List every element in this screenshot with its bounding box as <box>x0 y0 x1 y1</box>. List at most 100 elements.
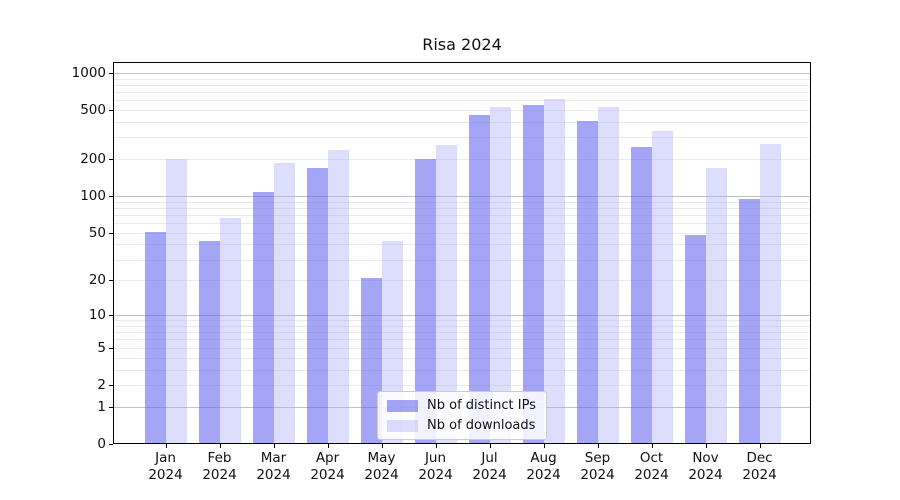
bar-distinct-ips-jul <box>468 114 490 444</box>
x-tick-mark <box>705 444 707 448</box>
x-tick-mark <box>489 444 491 448</box>
bar-distinct-ips-jun <box>414 159 436 444</box>
x-tick-label: Nov 2024 <box>676 450 736 484</box>
x-tick-label: Sep 2024 <box>568 450 628 484</box>
x-tick-mark <box>219 444 221 448</box>
bar-distinct-ips-jan <box>144 231 166 444</box>
gridline-minor <box>113 259 811 261</box>
x-tick-month: Nov <box>692 450 719 466</box>
bar-downloads-jul <box>489 106 511 444</box>
gridline-minor <box>113 339 811 341</box>
x-tick-month: May <box>367 450 396 466</box>
x-tick-year: 2024 <box>634 467 669 483</box>
y-tick-label: 100 <box>80 188 106 205</box>
gridline-minor <box>113 223 811 225</box>
x-tick-mark <box>435 444 437 448</box>
x-tick-month: Apr <box>315 450 340 466</box>
x-tick-mark <box>327 444 329 448</box>
y-tick-label: 20 <box>88 272 106 289</box>
x-tick-month: Mar <box>260 450 287 466</box>
chart-title: Risa 2024 <box>422 35 502 54</box>
y-tick-label: 50 <box>88 224 106 241</box>
bar-downloads-nov <box>705 167 727 444</box>
y-tick-mark <box>109 444 113 445</box>
gridline-minor <box>113 110 811 112</box>
x-tick-label: Dec 2024 <box>730 450 790 484</box>
gridline-major <box>113 72 811 74</box>
x-tick-year: 2024 <box>310 467 345 483</box>
gridline-minor <box>113 369 811 371</box>
y-tick-label: 200 <box>80 151 106 168</box>
x-tick-year: 2024 <box>364 467 399 483</box>
bar-downloads-jun <box>435 145 457 444</box>
x-tick-month: Oct <box>639 450 664 466</box>
x-tick-label: Apr 2024 <box>298 450 358 484</box>
bar-distinct-ips-mar <box>252 192 274 444</box>
bar-downloads-feb <box>219 218 241 444</box>
y-tick-mark <box>109 280 113 282</box>
x-tick-label: Jan 2024 <box>136 450 196 484</box>
y-tick-label: 2 <box>97 376 106 393</box>
x-tick-label: Feb 2024 <box>190 450 250 484</box>
gridline-minor <box>113 137 811 139</box>
x-tick-label: Jun 2024 <box>406 450 466 484</box>
legend: Nb of distinct IPs Nb of downloads <box>377 391 547 440</box>
gridline-minor <box>113 78 811 80</box>
x-tick-mark <box>759 444 761 448</box>
gridline-minor <box>113 347 811 349</box>
x-tick-month: Dec <box>746 450 773 466</box>
legend-item-label: Nb of distinct IPs <box>427 398 536 413</box>
y-tick-mark <box>109 110 113 112</box>
y-tick-label: 1000 <box>71 64 106 81</box>
y-tick-label: 10 <box>88 307 106 324</box>
gridline-minor <box>113 232 811 234</box>
gridline-minor <box>113 357 811 359</box>
gridline-minor <box>113 384 811 386</box>
x-tick-mark <box>273 444 275 448</box>
x-tick-mark <box>651 444 653 448</box>
x-tick-mark <box>165 444 167 448</box>
gridline-minor <box>113 159 811 161</box>
gridline-minor <box>113 84 811 86</box>
y-tick-label: 0 <box>97 436 106 452</box>
x-tick-label: Mar 2024 <box>244 450 304 484</box>
legend-item: Nb of distinct IPs <box>387 397 536 414</box>
x-tick-year: 2024 <box>580 467 615 483</box>
legend-swatch <box>387 419 418 432</box>
bar-distinct-ips-feb <box>198 240 220 444</box>
gridline-minor <box>113 207 811 209</box>
legend-item-label: Nb of downloads <box>427 418 536 433</box>
gridline-minor <box>113 214 811 216</box>
legend-swatch <box>387 399 418 412</box>
y-tick-mark <box>109 406 113 408</box>
x-tick-month: Jul <box>481 450 498 466</box>
x-tick-mark <box>597 444 599 448</box>
bar-distinct-ips-apr <box>306 168 328 444</box>
y-tick-mark <box>109 384 113 386</box>
x-tick-year: 2024 <box>256 467 291 483</box>
x-tick-month: Jan <box>155 450 176 466</box>
legend-item: Nb of downloads <box>387 417 536 434</box>
x-tick-mark <box>543 444 545 448</box>
bar-downloads-apr <box>327 150 349 444</box>
bar-downloads-oct <box>651 130 673 444</box>
x-tick-label: Oct 2024 <box>622 450 682 484</box>
y-tick-mark <box>109 232 113 234</box>
x-tick-year: 2024 <box>688 467 723 483</box>
gridline-minor <box>113 280 811 282</box>
x-tick-month: Aug <box>530 450 557 466</box>
x-tick-year: 2024 <box>526 467 561 483</box>
y-tick-label: 500 <box>80 102 106 119</box>
y-tick-mark <box>109 72 113 74</box>
bar-downloads-dec <box>759 144 781 444</box>
y-tick-mark <box>109 315 113 317</box>
bar-downloads-aug <box>543 98 565 444</box>
bar-distinct-ips-may <box>360 277 382 444</box>
x-tick-label: Aug 2024 <box>514 450 574 484</box>
x-tick-label: Jul 2024 <box>460 450 520 484</box>
x-tick-year: 2024 <box>148 467 183 483</box>
plot-area <box>113 62 811 444</box>
y-tick-mark <box>109 347 113 349</box>
gridline-major <box>113 196 811 198</box>
